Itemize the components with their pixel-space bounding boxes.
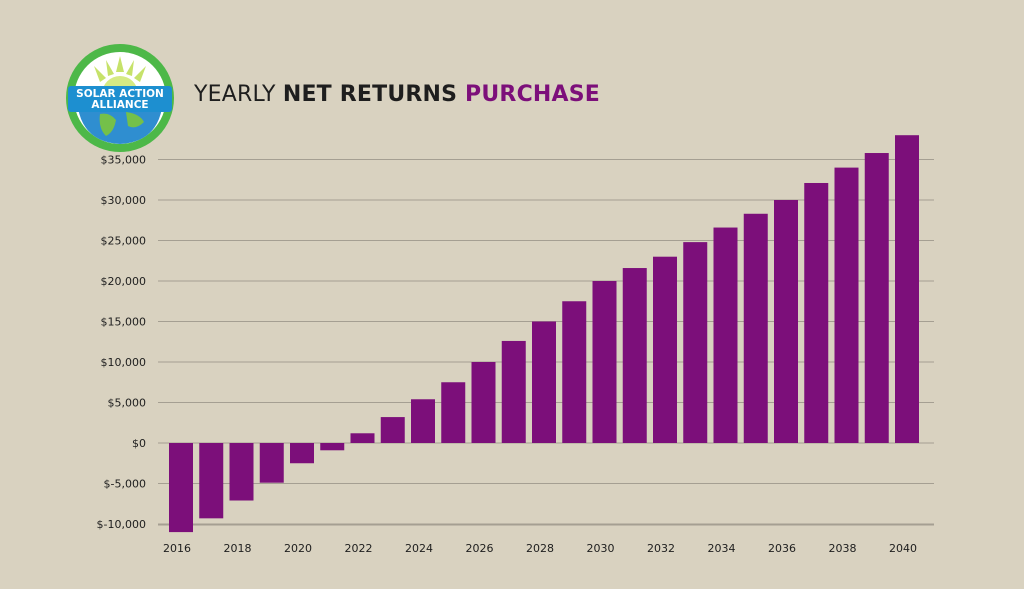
- continent-icon: [99, 112, 144, 136]
- solar-action-alliance-logo: SOLAR ACTION ALLIANCE: [66, 44, 174, 152]
- bar-2023: [380, 417, 405, 443]
- bar-2020: [290, 443, 314, 464]
- x-tick-label: 2020: [284, 542, 312, 555]
- bar-2018: [229, 443, 254, 501]
- bar-2037: [804, 182, 829, 444]
- logo-text-line1: SOLAR ACTION: [76, 88, 164, 100]
- x-tick-label: 2024: [405, 542, 433, 555]
- bar-2030: [592, 281, 617, 443]
- globe-icon: [78, 105, 162, 144]
- x-tick-label: 2016: [163, 542, 191, 555]
- y-tick-label: $10,000: [101, 356, 147, 369]
- x-tick-label: 2030: [587, 542, 615, 555]
- bar-2017: [199, 443, 224, 519]
- bar-2027: [501, 340, 526, 443]
- bar-2026: [471, 362, 496, 443]
- chart-title-bold: NET RETURNS: [282, 82, 458, 107]
- x-tick-label: 2040: [889, 542, 917, 555]
- y-tick-label: $20,000: [101, 275, 147, 288]
- bar-2028: [532, 321, 556, 443]
- bar-2025: [441, 382, 466, 443]
- bar-2040: [895, 135, 919, 443]
- bar-2035: [743, 213, 768, 443]
- y-tick-label: $5,000: [108, 397, 147, 410]
- x-tick-label: 2026: [466, 542, 494, 555]
- x-axis-ticks: 2016 2018 2020 2022 2024 2026 2028 2030 2032 2034…: [163, 542, 917, 555]
- bar-2021: [320, 443, 345, 451]
- x-tick-label: 2032: [647, 542, 675, 555]
- bar-2024: [411, 399, 435, 443]
- bar-2016: [169, 443, 193, 533]
- bar-2038: [834, 167, 859, 443]
- bar-2034: [713, 227, 738, 443]
- x-tick-label: 2034: [708, 542, 736, 555]
- x-tick-label: 2028: [526, 542, 554, 555]
- chart-title-prefix: YEARLY: [194, 82, 283, 107]
- logo-banner: [68, 86, 172, 112]
- y-tick-label: $35,000: [101, 154, 147, 167]
- y-tick-label: $-5,000: [104, 478, 146, 491]
- y-tick-label: $0: [132, 437, 146, 450]
- x-tick-label: 2036: [768, 542, 796, 555]
- y-tick-label: $15,000: [101, 316, 147, 329]
- logo-text-line2: ALLIANCE: [91, 99, 148, 111]
- chart-title: YEARLY NET RETURNS PURCHASE: [194, 82, 600, 107]
- bar-2036: [774, 200, 798, 443]
- bar-2033: [683, 242, 708, 443]
- bar-2031: [622, 268, 647, 443]
- y-tick-label: $25,000: [101, 235, 147, 248]
- bar-2032: [653, 256, 677, 443]
- y-axis-ticks: $-10,000 $-5,000 $0 $5,000 $10,000 $15,000 $20…: [97, 154, 146, 532]
- bar-2039: [864, 153, 889, 443]
- x-tick-label: 2018: [224, 542, 252, 555]
- x-tick-label: 2038: [829, 542, 857, 555]
- bars: [169, 135, 919, 533]
- x-tick-label: 2022: [345, 542, 373, 555]
- bar-2022: [350, 433, 375, 443]
- y-tick-label: $-10,000: [97, 518, 146, 531]
- bar-2029: [562, 301, 587, 443]
- y-tick-label: $30,000: [101, 194, 147, 207]
- chart-title-accent: PURCHASE: [457, 82, 601, 107]
- bar-2019: [259, 443, 284, 483]
